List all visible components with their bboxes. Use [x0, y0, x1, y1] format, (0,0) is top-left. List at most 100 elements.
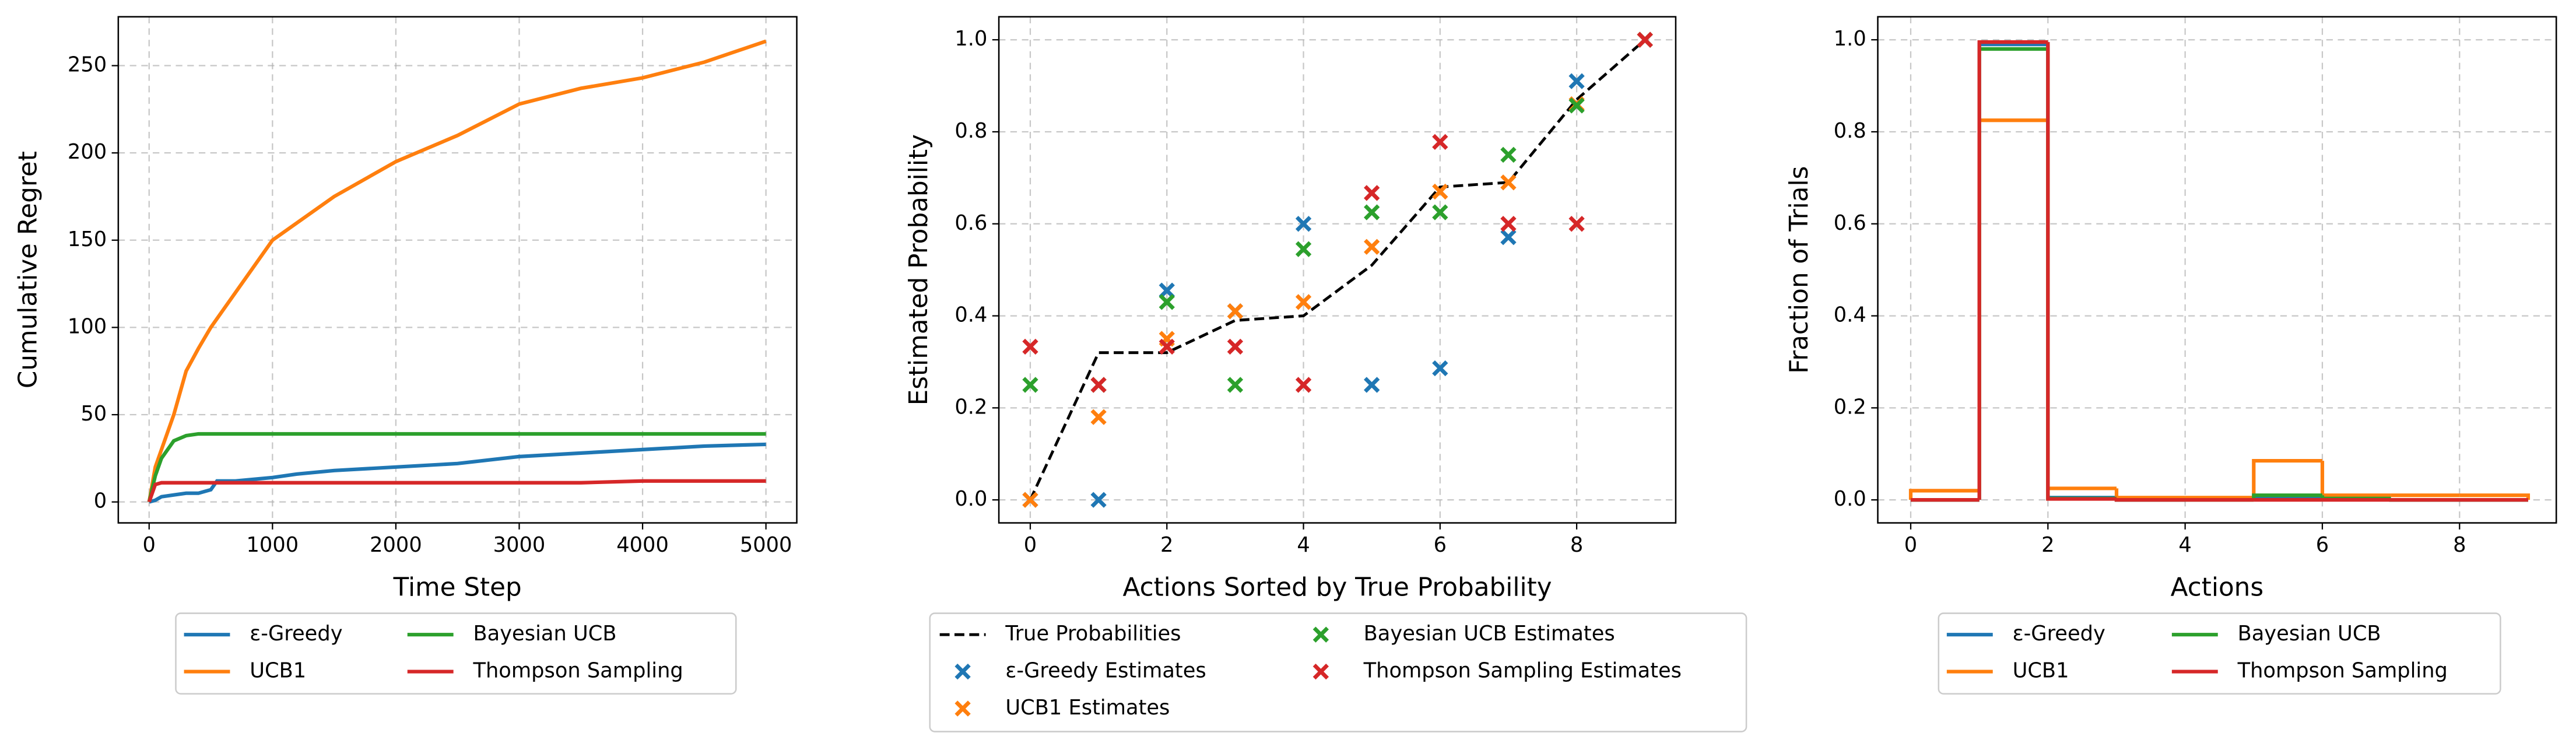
legend-label: Bayesian UCB Estimates [1364, 622, 1615, 646]
y-tick-label: 0.4 [954, 303, 987, 327]
x-tick-label: 6 [2316, 533, 2329, 557]
y-tick-label: 0.8 [1834, 119, 1866, 143]
x-tick-label: 2 [2041, 533, 2054, 557]
marker [1227, 377, 1244, 393]
marker [1295, 377, 1312, 393]
legend-label: ε-Greedy [2013, 622, 2105, 646]
legend-label: Thompson Sampling [472, 659, 683, 683]
legend-label: Bayesian UCB [2238, 622, 2381, 646]
x-axis-label: Time Step [393, 572, 522, 602]
series-line [147, 39, 767, 503]
series-line [148, 442, 766, 504]
hist-step [2114, 498, 2185, 502]
subplot: 0.0 0.2 0.4 0.6 0.8 1.0 0 2 4 6 8 Actions Fraction o… [1784, 16, 2557, 695]
marker [1022, 492, 1038, 508]
y-tick-label: 0.6 [1834, 211, 1866, 235]
marker [1432, 204, 1448, 220]
y-tick-label: 50 [80, 402, 107, 426]
legend: True Probabilities ε-Greedy Estimates UCB1… [929, 612, 1747, 733]
legend-label: Thompson Sampling [2237, 659, 2448, 683]
plot-area [147, 39, 767, 504]
marker [1022, 377, 1038, 393]
marker [1159, 338, 1175, 355]
x-tick-label: 4 [2178, 533, 2191, 557]
marker [1364, 377, 1380, 393]
marker [1227, 338, 1244, 355]
y-tick-label: 0.4 [1834, 303, 1866, 327]
hist-step [2046, 42, 2117, 501]
hist-step [1977, 40, 2048, 500]
marker [1295, 294, 1312, 310]
subplot: 0.0 0.2 0.4 0.6 0.8 1.0 0 2 4 6 8 Actions Sorted by… [904, 16, 1747, 733]
x-axis-label: Actions [2171, 572, 2263, 602]
y-tick-label: 1.0 [954, 27, 987, 51]
x-tick-label: 4 [1297, 533, 1310, 557]
x-tick-label: 8 [1570, 533, 1583, 557]
y-tick-label: 150 [68, 227, 107, 251]
legend-label: Bayesian UCB [473, 622, 616, 646]
marker [1364, 239, 1380, 255]
marker [1500, 146, 1517, 163]
x-tick-label: 0 [1024, 533, 1037, 557]
hist-step [2046, 44, 2117, 500]
x-tick-label: 8 [2453, 533, 2466, 557]
subplot: 0 50 100 150 200 250 0 1000 2000 3000 4000 5000 Time… [13, 16, 798, 695]
marker [1227, 303, 1244, 320]
hist-step [1908, 489, 1980, 500]
marker [1432, 134, 1448, 150]
marker [1159, 294, 1175, 310]
legend-marker [1312, 626, 1329, 643]
x-tick-label: 5000 [740, 533, 792, 557]
marker [1295, 241, 1312, 257]
marker [1637, 31, 1653, 48]
axes-frame [998, 16, 1677, 524]
x-axis-label: Actions Sorted by True Probability [1122, 572, 1552, 602]
marker [1432, 183, 1448, 200]
legend-label: UCB1 [250, 659, 306, 683]
series-line [147, 479, 766, 503]
x-tick-label: 6 [1434, 533, 1447, 557]
y-axis-label: Cumulative Regret [13, 151, 43, 388]
y-axis-label: Estimated Probability [904, 134, 933, 405]
x-tick-label: 4000 [616, 533, 669, 557]
y-tick-label: 0.6 [954, 211, 987, 235]
y-tick-label: 0.2 [954, 395, 987, 419]
hist-step [1977, 47, 2048, 500]
marker [1364, 185, 1380, 201]
axes-frame [117, 16, 798, 524]
y-tick-label: 0 [94, 489, 107, 513]
marker [1090, 409, 1107, 425]
marker [1022, 338, 1038, 355]
marker [1500, 216, 1517, 232]
marker [1090, 492, 1107, 508]
y-tick-label: 0.8 [954, 119, 987, 143]
axes-frame [1877, 16, 2557, 524]
legend-marker [954, 700, 971, 717]
hist-step [1977, 118, 2048, 491]
marker [1364, 204, 1380, 220]
legend: ε-Greedy UCB1 Bayesian UCB Thompson Samplin… [175, 612, 737, 695]
hist-step [2046, 120, 2117, 490]
x-tick-label: 3000 [493, 533, 546, 557]
marker [1568, 73, 1585, 89]
legend-label: UCB1 [2013, 659, 2069, 683]
legend-label: UCB1 Estimates [1005, 696, 1170, 720]
legend: ε-Greedy UCB1 Bayesian UCB Thompson Samplin… [1938, 612, 2501, 695]
marker [1090, 377, 1107, 393]
series-line [147, 432, 766, 503]
y-tick-label: 0.2 [1834, 395, 1866, 419]
x-tick-label: 0 [1904, 533, 1917, 557]
y-tick-label: 250 [68, 53, 107, 77]
y-tick-label: 200 [68, 140, 107, 164]
y-tick-label: 1.0 [1834, 27, 1866, 51]
y-tick-label: 0.0 [1834, 487, 1866, 511]
x-tick-label: 1000 [247, 533, 299, 557]
legend-label: True Probabilities [1005, 622, 1181, 646]
true-line [1029, 38, 1646, 501]
x-tick-label: 2000 [370, 533, 422, 557]
hist-step [2046, 48, 2117, 500]
plot-area [1908, 40, 2531, 502]
legend-marker [954, 663, 971, 680]
